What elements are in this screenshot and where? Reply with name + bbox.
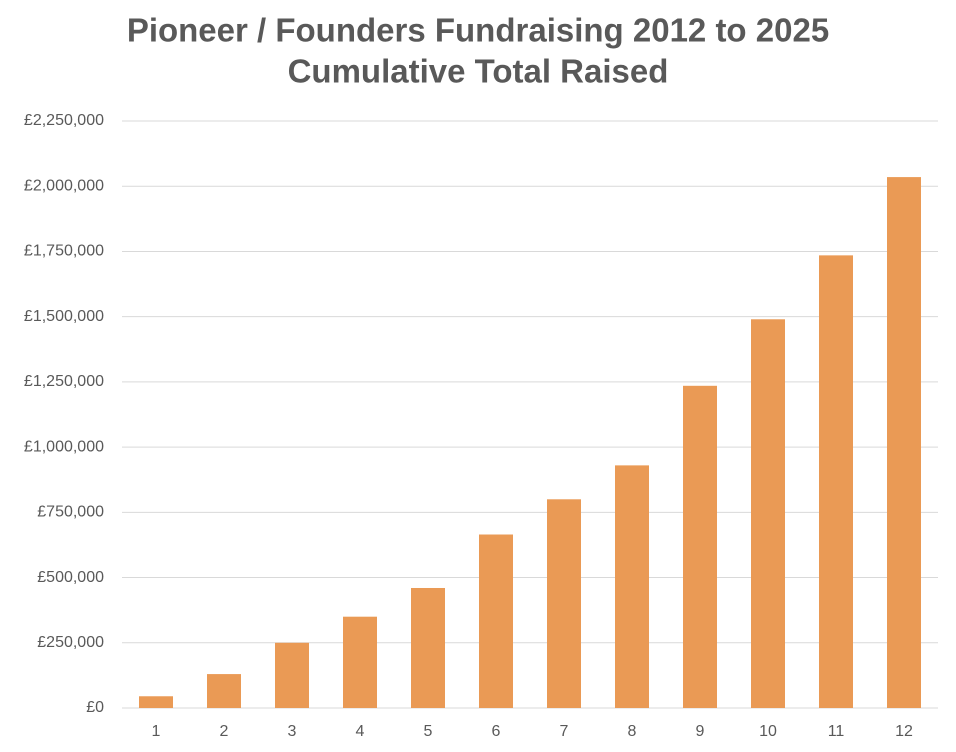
bar: [819, 255, 853, 708]
chart-title: Cumulative Total Raised: [288, 53, 669, 90]
chart-title: Pioneer / Founders Fundraising 2012 to 2…: [127, 12, 829, 49]
bar: [139, 696, 173, 708]
bar: [887, 177, 921, 708]
y-tick-label: £250,000: [37, 634, 104, 651]
bar: [479, 534, 513, 708]
y-tick-label: £1,750,000: [24, 243, 104, 260]
x-tick-label: 11: [828, 723, 845, 740]
x-tick-label: 5: [424, 723, 433, 740]
bar: [343, 616, 377, 708]
bar: [411, 587, 445, 708]
x-tick-label: 4: [356, 723, 365, 740]
bar: [683, 385, 717, 708]
y-tick-label: £500,000: [37, 569, 104, 586]
x-tick-label: 1: [152, 723, 161, 740]
y-tick-label: £1,500,000: [24, 308, 104, 325]
bar: [751, 319, 785, 708]
x-tick-label: 12: [895, 723, 913, 740]
bar: [547, 499, 581, 708]
y-tick-label: £1,250,000: [24, 373, 104, 390]
x-tick-label: 9: [696, 723, 705, 740]
x-tick-label: 8: [628, 723, 637, 740]
bar: [275, 642, 309, 708]
y-tick-label: £0: [86, 699, 104, 716]
x-tick-label: 2: [220, 723, 229, 740]
x-tick-label: 6: [492, 723, 501, 740]
bar: [207, 674, 241, 708]
y-tick-label: £2,250,000: [24, 112, 104, 129]
x-tick-label: 10: [759, 723, 777, 740]
y-tick-label: £1,000,000: [24, 438, 104, 455]
y-tick-label: £750,000: [37, 504, 104, 521]
x-tick-label: 3: [288, 723, 297, 740]
x-tick-label: 7: [560, 723, 569, 740]
y-tick-label: £2,000,000: [24, 177, 104, 194]
bar: [615, 465, 649, 708]
